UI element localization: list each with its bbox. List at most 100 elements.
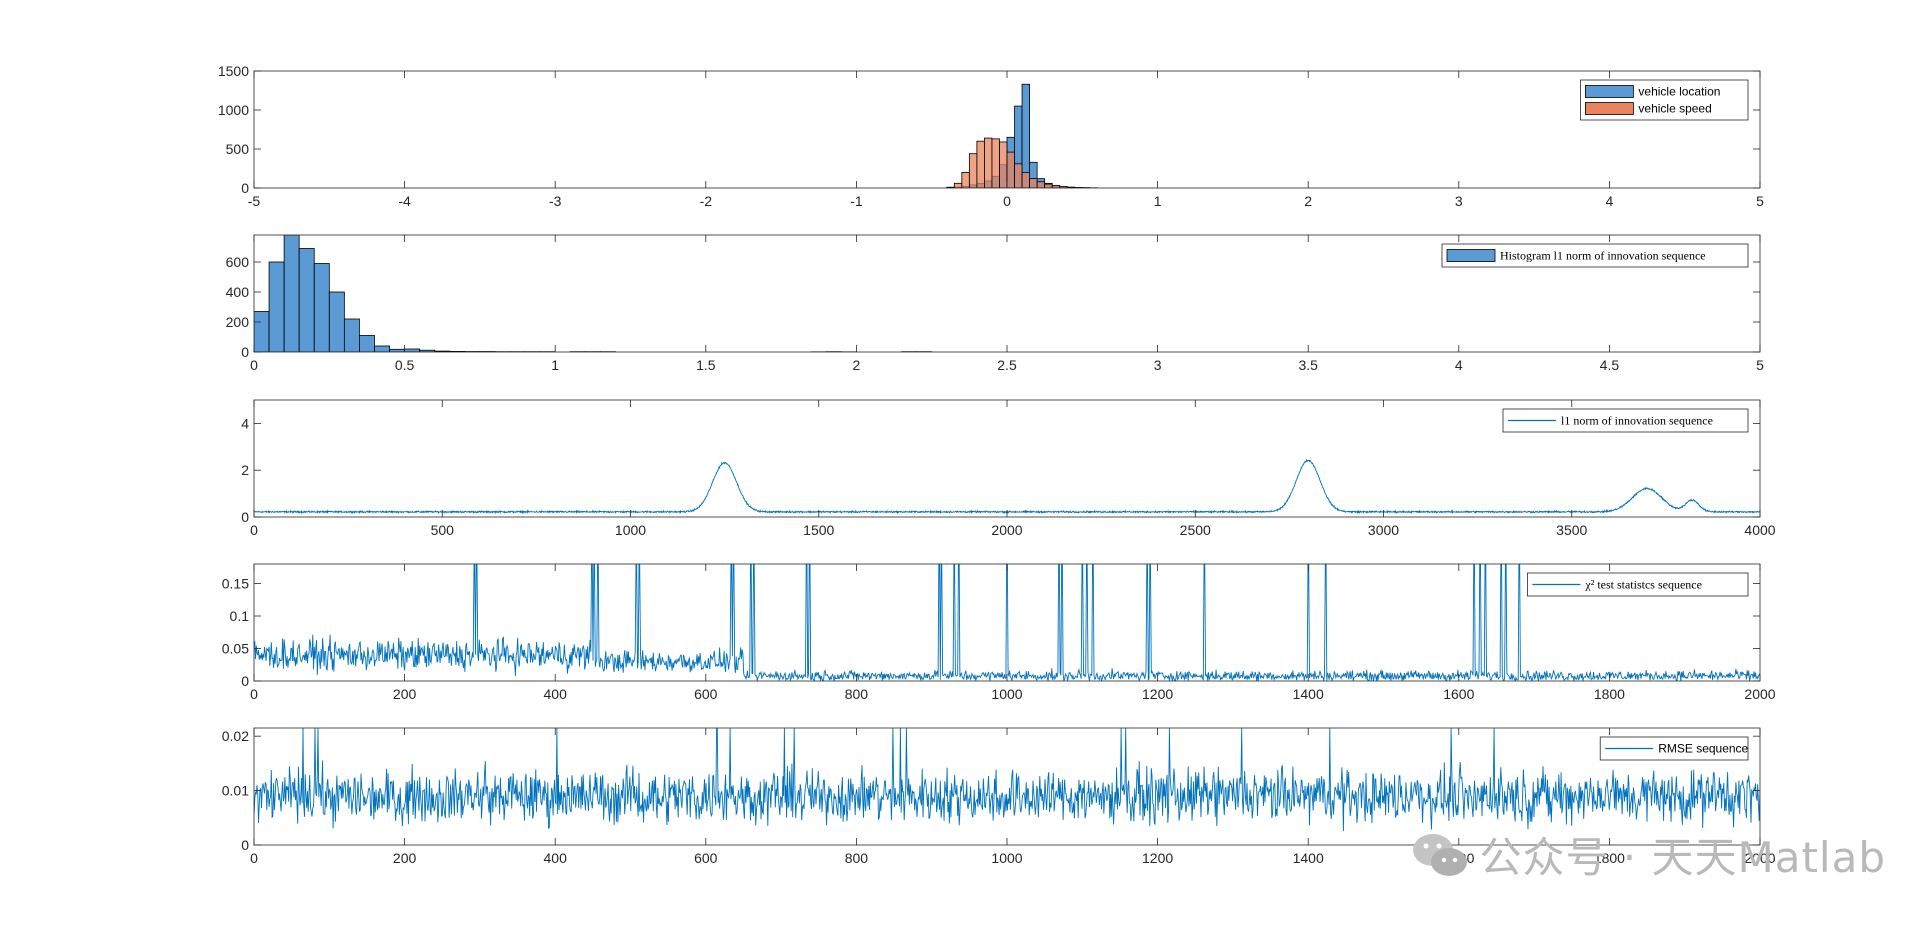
- histogram-bar: [961, 171, 970, 188]
- histogram-bar: [343, 318, 360, 352]
- histogram-bar: [1036, 181, 1046, 188]
- y-tick-label: 0.02: [222, 728, 249, 744]
- x-tick-label: 5: [1756, 193, 1764, 209]
- x-tick-label: 3: [1455, 193, 1463, 209]
- watermark: 公众号 · 天天Matlab: [1411, 824, 1886, 885]
- x-tick-label: 0: [250, 850, 258, 866]
- y-tick-label: 0.05: [222, 641, 249, 657]
- x-tick-label: 4: [1455, 357, 1463, 373]
- legend-swatch: [1585, 102, 1634, 115]
- x-tick-label: 4: [1606, 193, 1614, 209]
- histogram-bar: [1021, 171, 1030, 188]
- histogram-bar: [1006, 151, 1015, 188]
- histogram-bar: [953, 182, 963, 188]
- x-tick-label: 1800: [1594, 850, 1625, 866]
- watermark-text: 公众号 · 天天Matlab: [1479, 833, 1886, 882]
- axes-3: 0 500 1000 1500 2000 2500 3000 3500 4000 0 2 4 l1 no…: [241, 399, 1776, 538]
- x-tick-label: 3.5: [1298, 357, 1318, 373]
- y-tick-label: 0: [241, 344, 249, 360]
- x-tick-label: 400: [544, 686, 568, 702]
- x-tick-label: 1: [551, 357, 559, 373]
- legend-label: Histogram l1 norm of innovation sequence: [1500, 249, 1706, 263]
- y-tick-label: 0: [241, 509, 249, 525]
- histogram-bar: [968, 153, 978, 188]
- y-tick-label: 0: [241, 180, 249, 196]
- legend-label: χ² test statistcs sequence: [1584, 578, 1702, 592]
- series-line-1: [254, 564, 1760, 681]
- x-tick-label: 200: [393, 686, 417, 702]
- histogram-bar: [1021, 83, 1030, 188]
- x-tick-label: 2: [1304, 193, 1312, 209]
- histogram-bar: [404, 348, 421, 352]
- x-tick-label: 4.5: [1600, 357, 1620, 373]
- wechat-logo-icon: [1413, 833, 1468, 876]
- histogram-bar: [1029, 178, 1038, 188]
- x-tick-label: -3: [549, 193, 562, 209]
- y-tick-label: 0: [241, 673, 249, 689]
- y-tick-label: 0.15: [222, 576, 249, 592]
- x-tick-label: 1500: [803, 522, 834, 538]
- plot-area: [254, 564, 1760, 681]
- x-tick-label: 600: [694, 686, 718, 702]
- x-tick-label: 2.5: [997, 357, 1017, 373]
- x-tick-label: 1000: [615, 522, 646, 538]
- y-tick-label: 400: [226, 284, 250, 300]
- x-tick-label: -1: [850, 193, 863, 209]
- x-tick-label: 2500: [1180, 522, 1211, 538]
- x-tick-label: 1000: [991, 686, 1022, 702]
- legend-box: [1502, 408, 1749, 433]
- y-tick-label: 1500: [218, 63, 249, 79]
- histogram-bar: [1014, 163, 1023, 188]
- histogram-bar: [991, 138, 1000, 188]
- legend: χ² test statistcs sequence: [1527, 572, 1749, 597]
- legend-label: vehicle location: [1638, 85, 1720, 99]
- x-tick-label: 2: [853, 357, 861, 373]
- x-tick-label: 800: [845, 850, 869, 866]
- x-tick-label: 600: [694, 850, 718, 866]
- legend: Histogram l1 norm of innovation sequence: [1441, 243, 1749, 268]
- series-2: [946, 137, 1098, 188]
- x-tick-label: 1: [1154, 193, 1162, 209]
- x-tick-label: 1200: [1142, 850, 1173, 866]
- histogram-bar: [298, 248, 315, 352]
- legend: vehicle location vehicle speed: [1580, 79, 1749, 121]
- x-tick-label: 4000: [1744, 522, 1775, 538]
- x-tick-label: -4: [398, 193, 411, 209]
- x-tick-label: 400: [544, 850, 568, 866]
- y-tick-label: 500: [226, 141, 250, 157]
- plot-area: [946, 83, 1098, 188]
- histogram-bar: [254, 311, 270, 352]
- y-tick-label: 200: [226, 314, 250, 330]
- series-line-1: [254, 728, 1760, 832]
- y-tick-label: 600: [226, 254, 250, 270]
- histogram-bar: [313, 263, 330, 352]
- x-tick-label: 5: [1756, 357, 1764, 373]
- y-tick-label: 2: [241, 462, 249, 478]
- legend-label: vehicle speed: [1638, 102, 1711, 116]
- histogram-bar: [984, 137, 993, 188]
- x-tick-label: 2000: [991, 522, 1022, 538]
- y-tick-label: 0: [241, 837, 249, 853]
- y-tick-label: 0.01: [222, 783, 249, 799]
- histogram-bar: [374, 345, 390, 352]
- histogram-bar: [1044, 183, 1053, 188]
- plot-area: [254, 728, 1760, 832]
- x-tick-label: 1.5: [696, 357, 716, 373]
- axes-4: 0 200 400 600 800 1000 1200 1400 1600 1800 2000 0 0.…: [222, 563, 1776, 702]
- x-tick-label: 0.5: [395, 357, 415, 373]
- x-tick-label: 1200: [1142, 686, 1173, 702]
- x-tick-label: 3500: [1556, 522, 1587, 538]
- legend: l1 norm of innovation sequence: [1502, 408, 1749, 433]
- histogram-bar: [268, 261, 285, 352]
- x-tick-label: 500: [431, 522, 455, 538]
- y-tick-label: 1000: [218, 102, 249, 118]
- x-tick-label: 0: [250, 357, 258, 373]
- legend-box: [1599, 736, 1749, 761]
- x-tick-label: 2000: [1744, 686, 1775, 702]
- axes-1: -5 -4 -3 -2 -1 0 1 2 3 4 5 0 500 1000 1500 vehicle loca…: [218, 63, 1764, 209]
- x-tick-label: 200: [393, 850, 417, 866]
- axes-2: 0 0.5 1 1.5 2 2.5 3 3.5 4 4.5 5 0 200 400 600 Histogram…: [226, 234, 1764, 373]
- x-tick-label: 3000: [1368, 522, 1399, 538]
- histogram-bar: [283, 235, 300, 352]
